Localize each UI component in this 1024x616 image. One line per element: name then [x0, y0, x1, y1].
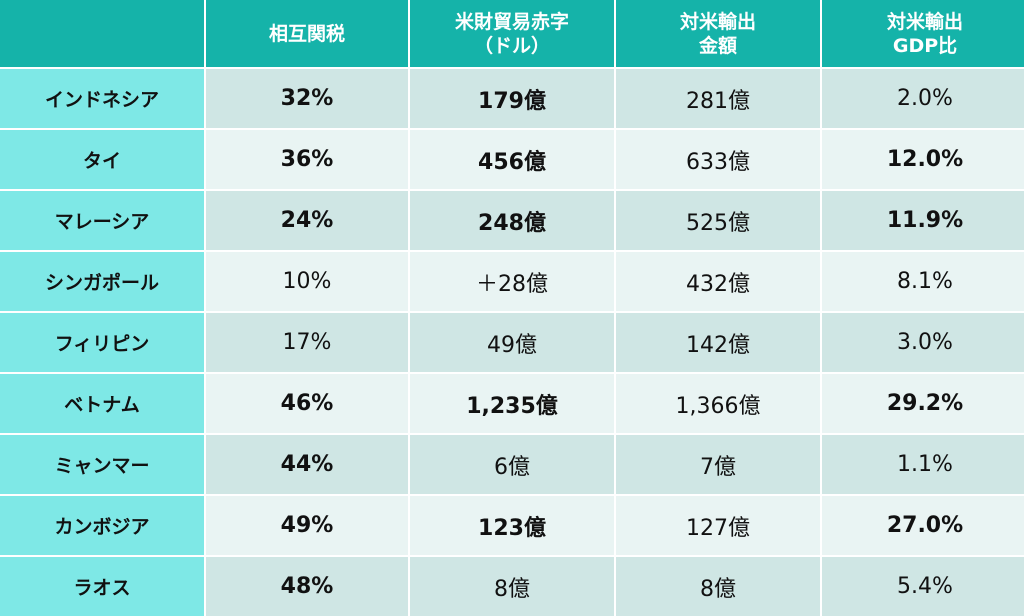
tariff-cell: 17% [206, 313, 408, 372]
exports-cell: 432億 [616, 252, 820, 311]
exports-cell: 8億 [616, 557, 820, 616]
header-exports-line1: 対米輸出 [679, 10, 756, 33]
country-label: インドネシア [0, 69, 204, 128]
country-label: ベトナム [0, 374, 204, 433]
tariff-cell: 44% [206, 435, 408, 494]
country-label: タイ [0, 130, 204, 189]
tariff-cell: 24% [206, 191, 408, 250]
header-gdp-line2: GDP比 [892, 34, 958, 57]
gdp-cell: 11.9% [822, 191, 1024, 250]
exports-cell: 127億 [616, 496, 820, 555]
gdp-cell: 1.1% [822, 435, 1024, 494]
deficit-cell: 456億 [410, 130, 614, 189]
tariff-cell: 48% [206, 557, 408, 616]
exports-cell: 142億 [616, 313, 820, 372]
tariff-cell: 32% [206, 69, 408, 128]
country-label: カンボジア [0, 496, 204, 555]
header-tariff: 相互関税 [206, 0, 408, 67]
header-deficit-line2: （ドル） [473, 34, 550, 57]
tariff-cell: 10% [206, 252, 408, 311]
header-gdp: 対米輸出 GDP比 [822, 0, 1024, 67]
country-label: フィリピン [0, 313, 204, 372]
tariff-cell: 36% [206, 130, 408, 189]
deficit-cell: 49億 [410, 313, 614, 372]
header-exports-line2: 金額 [698, 34, 737, 57]
deficit-cell: 248億 [410, 191, 614, 250]
exports-cell: 525億 [616, 191, 820, 250]
exports-cell: 1,366億 [616, 374, 820, 433]
gdp-cell: 5.4% [822, 557, 1024, 616]
header-gdp-line1: 対米輸出 [886, 10, 963, 33]
deficit-cell: 8億 [410, 557, 614, 616]
country-label: マレーシア [0, 191, 204, 250]
gdp-cell: 29.2% [822, 374, 1024, 433]
header-exports: 対米輸出 金額 [616, 0, 820, 67]
deficit-cell: 6億 [410, 435, 614, 494]
deficit-cell: 1,235億 [410, 374, 614, 433]
exports-cell: 281億 [616, 69, 820, 128]
exports-cell: 633億 [616, 130, 820, 189]
deficit-cell: 123億 [410, 496, 614, 555]
gdp-cell: 27.0% [822, 496, 1024, 555]
header-deficit-line1: 米財貿易赤字 [454, 10, 569, 33]
deficit-cell: 179億 [410, 69, 614, 128]
tariff-cell: 46% [206, 374, 408, 433]
gdp-cell: 2.0% [822, 69, 1024, 128]
country-label: ラオス [0, 557, 204, 616]
tariff-cell: 49% [206, 496, 408, 555]
gdp-cell: 3.0% [822, 313, 1024, 372]
country-label: シンガポール [0, 252, 204, 311]
gdp-cell: 12.0% [822, 130, 1024, 189]
deficit-cell: ＋28億 [410, 252, 614, 311]
gdp-cell: 8.1% [822, 252, 1024, 311]
exports-cell: 7億 [616, 435, 820, 494]
header-corner [0, 0, 204, 67]
country-label: ミャンマー [0, 435, 204, 494]
header-deficit: 米財貿易赤字 （ドル） [410, 0, 614, 67]
